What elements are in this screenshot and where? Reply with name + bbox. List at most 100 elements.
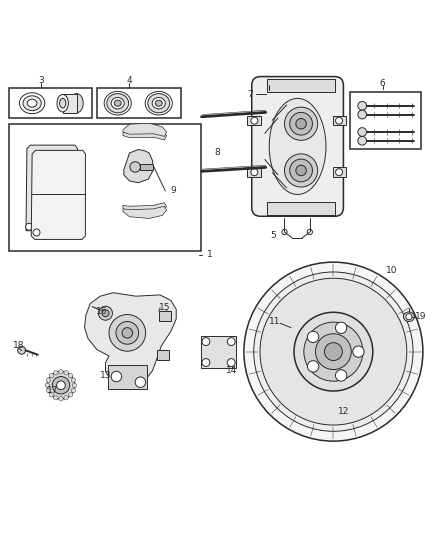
FancyBboxPatch shape (252, 77, 343, 216)
Text: 19: 19 (415, 312, 427, 321)
Circle shape (25, 223, 32, 230)
Circle shape (33, 229, 40, 236)
Ellipse shape (148, 94, 170, 113)
Circle shape (68, 374, 73, 378)
Text: 6: 6 (380, 79, 385, 87)
Circle shape (358, 110, 367, 119)
Circle shape (99, 306, 113, 320)
Circle shape (72, 383, 77, 387)
Circle shape (304, 322, 363, 381)
Circle shape (251, 169, 258, 176)
Ellipse shape (23, 96, 41, 111)
Ellipse shape (152, 98, 165, 109)
Circle shape (336, 169, 343, 176)
Text: 11: 11 (269, 317, 281, 326)
Text: 9: 9 (170, 187, 176, 196)
Bar (201, 336, 237, 368)
Polygon shape (123, 206, 166, 219)
Ellipse shape (27, 99, 37, 107)
Polygon shape (124, 149, 152, 183)
Ellipse shape (60, 99, 66, 108)
Circle shape (227, 359, 235, 367)
Circle shape (53, 370, 58, 375)
Circle shape (406, 313, 412, 320)
Circle shape (325, 343, 343, 361)
Text: 7: 7 (247, 90, 253, 99)
Polygon shape (85, 293, 176, 385)
Text: 8: 8 (214, 149, 220, 157)
Circle shape (53, 395, 58, 400)
Bar (267, 79, 335, 92)
Bar (9, 88, 92, 118)
Circle shape (49, 393, 53, 397)
Circle shape (285, 107, 318, 140)
Ellipse shape (111, 98, 124, 109)
Bar (247, 116, 261, 125)
Circle shape (296, 165, 306, 176)
Bar (350, 92, 421, 149)
Circle shape (251, 117, 258, 124)
Polygon shape (123, 203, 166, 215)
Bar (332, 116, 346, 125)
Ellipse shape (269, 99, 326, 195)
Circle shape (130, 161, 141, 172)
Bar (157, 350, 169, 360)
Circle shape (296, 118, 306, 129)
Circle shape (160, 350, 169, 359)
Ellipse shape (19, 93, 45, 114)
Circle shape (59, 369, 63, 374)
Circle shape (254, 272, 413, 431)
Circle shape (45, 383, 49, 387)
Circle shape (353, 346, 364, 357)
Circle shape (336, 322, 347, 334)
Polygon shape (26, 145, 78, 231)
Circle shape (282, 229, 287, 235)
Ellipse shape (57, 94, 68, 112)
Text: 14: 14 (226, 366, 238, 375)
Ellipse shape (155, 100, 162, 106)
Bar (159, 311, 171, 321)
Ellipse shape (104, 92, 131, 115)
Circle shape (111, 372, 122, 382)
Bar (63, 94, 77, 113)
Circle shape (285, 154, 318, 187)
Circle shape (102, 310, 109, 317)
Circle shape (290, 159, 312, 182)
Circle shape (116, 321, 139, 344)
Circle shape (47, 372, 75, 399)
Ellipse shape (403, 312, 414, 321)
Circle shape (71, 378, 76, 382)
Ellipse shape (70, 94, 83, 113)
Circle shape (64, 370, 68, 375)
Circle shape (64, 395, 68, 400)
Circle shape (162, 311, 171, 320)
Circle shape (52, 376, 70, 394)
Text: 13: 13 (100, 371, 111, 380)
Bar (108, 365, 147, 389)
Circle shape (18, 346, 25, 354)
Text: 15: 15 (159, 303, 170, 312)
Text: 3: 3 (39, 76, 44, 85)
Circle shape (315, 334, 351, 369)
Circle shape (202, 359, 210, 367)
Circle shape (122, 328, 133, 338)
Circle shape (358, 136, 367, 145)
Bar (9, 124, 201, 251)
Circle shape (109, 314, 146, 351)
Bar (332, 167, 346, 177)
Circle shape (336, 117, 343, 124)
Circle shape (290, 112, 312, 135)
Ellipse shape (107, 94, 129, 113)
Circle shape (265, 90, 273, 98)
Circle shape (135, 377, 146, 387)
Circle shape (59, 397, 63, 401)
Circle shape (358, 128, 367, 136)
Text: 10: 10 (386, 266, 397, 276)
Bar (267, 203, 335, 215)
Text: 12: 12 (338, 407, 349, 416)
Bar (247, 167, 261, 177)
Circle shape (358, 101, 367, 110)
Text: 1: 1 (207, 250, 213, 259)
Circle shape (46, 378, 51, 382)
Circle shape (244, 262, 423, 441)
